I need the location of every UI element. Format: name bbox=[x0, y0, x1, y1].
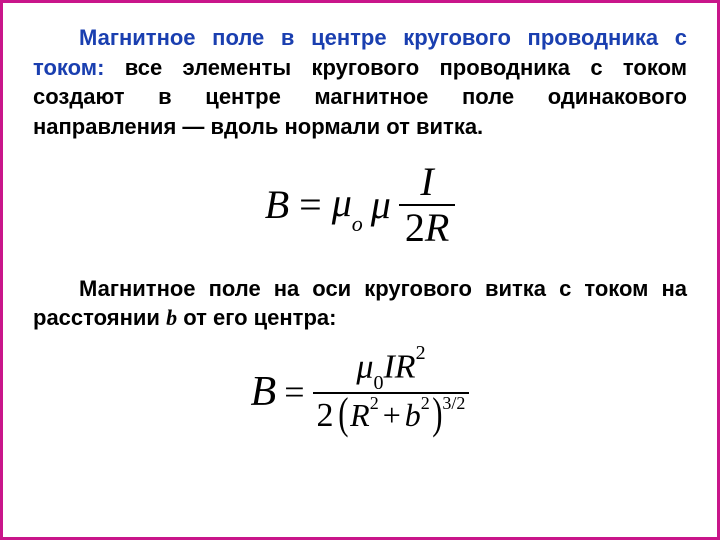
f1-fraction: I 2R bbox=[399, 160, 455, 250]
para1-rest: все элементы кругового проводника с токо… bbox=[33, 55, 687, 139]
f1-mu-o: μo bbox=[332, 179, 363, 231]
f1-num: I bbox=[414, 160, 439, 204]
paragraph-2: Магнитное поле на оси кругового витка с … bbox=[33, 274, 687, 333]
f2-outer-exp: 3/2 bbox=[442, 394, 465, 413]
f2-den-inner: R2+b2 bbox=[350, 399, 430, 433]
para2-t2: от его центра: bbox=[177, 305, 336, 330]
f2-B: B bbox=[251, 368, 277, 416]
lparen-icon: ( bbox=[338, 394, 348, 434]
f1-den: 2R bbox=[399, 206, 455, 250]
para2-b: b bbox=[166, 305, 177, 330]
formula-1: B = μo μ I 2R bbox=[33, 160, 687, 250]
f2-eq: = bbox=[284, 371, 304, 413]
f2-num: μ0IR2 bbox=[350, 349, 431, 392]
paragraph-1: Магнитное поле в центре кругового провод… bbox=[33, 23, 687, 142]
slide-frame: Магнитное поле в центре кругового провод… bbox=[0, 0, 720, 540]
f2-fraction: μ0IR2 2 ( R2+b2 ) 3/2 bbox=[313, 349, 470, 436]
rparen-icon: ) bbox=[432, 394, 442, 434]
f1-B: B bbox=[265, 181, 289, 228]
f1-eq: = bbox=[297, 181, 324, 228]
f1-mu: μ bbox=[371, 181, 391, 228]
formula-2: B = μ0IR2 2 ( R2+b2 ) 3/2 bbox=[33, 349, 687, 436]
para2-t1: Магнитное поле на оси кругового витка с … bbox=[33, 276, 687, 331]
f2-den: 2 ( R2+b2 ) 3/2 bbox=[313, 394, 470, 436]
